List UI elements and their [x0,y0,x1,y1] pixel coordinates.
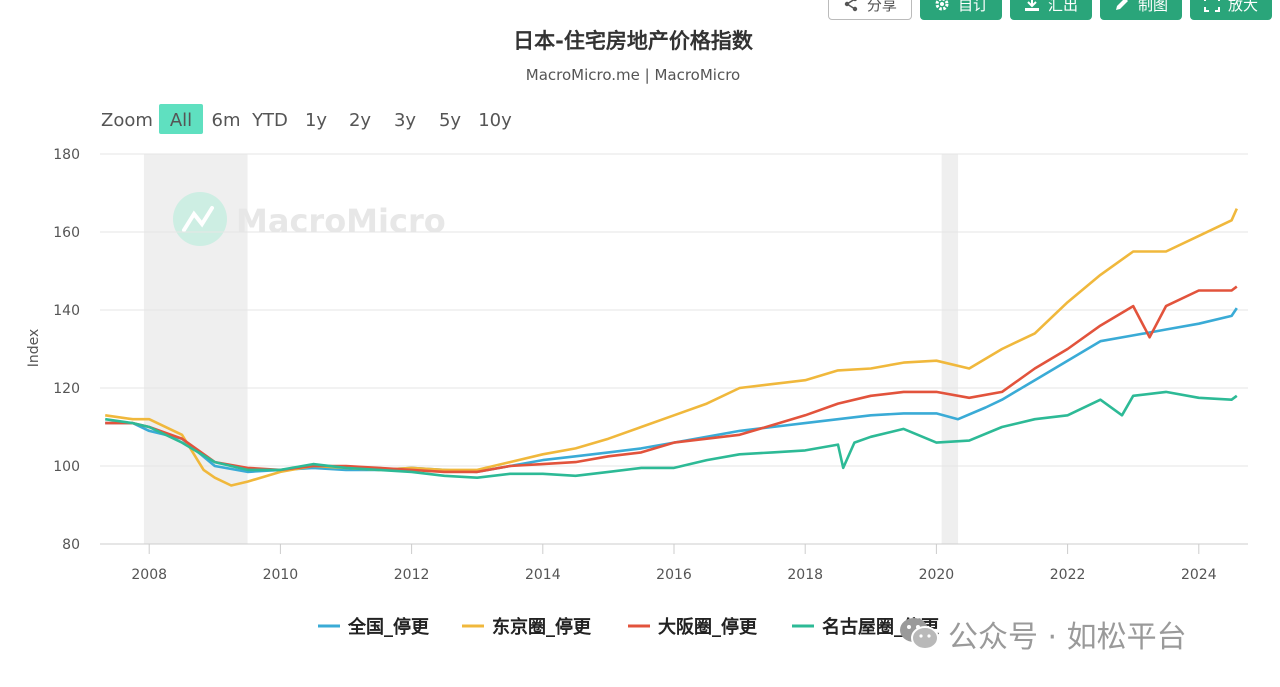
zoom-label: Zoom [101,110,153,131]
zoom-option-label: 2y [349,110,371,131]
chart-subtitle: MacroMicro.me | MacroMicro [526,66,740,84]
y-tick-label: 140 [53,303,80,319]
legend-item-0[interactable]: 全国_停更 [318,616,430,638]
wechat-overlay: 公众号 · 如松平台 [898,612,1187,656]
y-axis-title: Index [26,329,42,368]
zoom-bar: Zoom All 6m YTD 1y 2y 3y 5y 10y [101,104,512,134]
zoom-option-1y[interactable]: 1y [305,110,327,131]
series-line-0[interactable] [105,307,1238,474]
chart-title: 日本-住宅房地产价格指数 [513,29,754,53]
zoom-option-label: 5y [439,110,461,131]
pencil-icon [1114,0,1130,12]
series-line-2[interactable] [105,285,1238,474]
legend: 全国_停更 东京圈_停更 大阪圈_停更 名古屋圈_停更 [318,616,940,638]
x-tick-label: 2020 [919,567,955,583]
zoom-selected-highlight [159,104,203,134]
legend-item-1[interactable]: 东京圈_停更 [462,616,592,638]
zoom-option-label: 3y [394,110,416,131]
x-tick-label: 2016 [656,567,692,583]
x-tick-label: 2012 [394,567,430,583]
zoom-option-2y[interactable]: 2y [349,110,371,131]
toolbar-button-label: 分享 [866,0,897,14]
toolbar-button-label: 制图 [1137,0,1168,14]
toolbar-button-label: 自订 [957,0,988,14]
y-tick-label: 160 [53,225,80,241]
zoom-option-label: 6m [212,110,241,131]
zoom-option-6m[interactable]: 6m [212,110,241,131]
x-tick-label: 2018 [787,567,823,583]
x-tick-label: 2014 [525,567,561,583]
y-tick-label: 80 [62,537,80,553]
legend-label: 大阪圈_停更 [658,616,758,638]
legend-item-2[interactable]: 大阪圈_停更 [628,616,758,638]
x-tick-label: 2010 [263,567,299,583]
toolbar-button-3[interactable]: 制图 [1099,0,1182,20]
legend-label: 全国_停更 [347,616,430,638]
zoom-option-all[interactable]: All [159,104,203,134]
x-tick-label: 2022 [1050,567,1086,583]
series-line-1[interactable] [105,208,1238,487]
series-line-3[interactable] [105,390,1238,480]
series-lines [105,208,1238,487]
y-tick-label: 180 [53,147,80,163]
zoom-option-label: YTD [251,110,288,131]
zoom-option-5y[interactable]: 5y [439,110,461,131]
zoom-option-label: 1y [305,110,327,131]
y-axis: 80 100 120 140 160 180 [53,147,80,553]
zoom-option-3y[interactable]: 3y [394,110,416,131]
watermark-text: MacroMicro [236,202,446,240]
toolbar-button-0[interactable]: 分享 [827,0,912,20]
wechat-icon [900,618,939,650]
y-tick-label: 120 [53,381,80,397]
zoom-option-label: 10y [478,110,512,131]
toolbar-button-1[interactable]: 自订 [919,0,1002,20]
toolbar-button-2[interactable]: 汇出 [1009,0,1092,20]
zoom-option-10y[interactable]: 10y [478,110,512,131]
toolbar-button-label: 汇出 [1047,0,1078,14]
x-tick-label: 2024 [1181,567,1217,583]
gear-icon [934,0,950,12]
toolbar-button-4[interactable]: 放大 [1189,0,1272,20]
watermark-logo-mark [182,206,214,232]
legend-label: 东京圈_停更 [492,616,592,638]
x-tick-label: 2008 [131,567,167,583]
macromicro-watermark: MacroMicro [173,192,446,246]
zoom-option-label: All [170,110,192,131]
wechat-text: 公众号 · 如松平台 [948,620,1187,655]
toolbar-button-label: 放大 [1227,0,1258,14]
download-icon [1024,0,1040,12]
zoom-option-ytd[interactable]: YTD [251,110,288,131]
x-axis: 2008 2010 2012 2014 2016 2018 2020 2022 2024 [131,544,1217,583]
y-tick-label: 100 [53,459,80,475]
recession-band [941,154,959,544]
chart-toolbar: 分享 自订 汇出 制图 放大 [827,0,1272,20]
share-icon [843,0,859,12]
